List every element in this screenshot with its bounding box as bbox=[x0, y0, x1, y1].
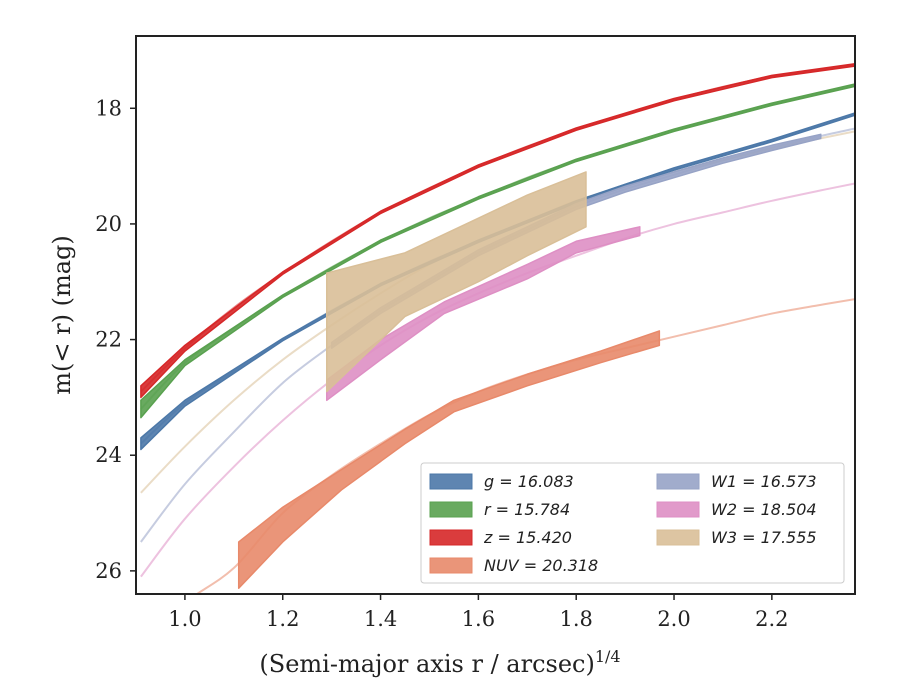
legend-swatch-w2 bbox=[656, 501, 700, 518]
legend-swatch-w1 bbox=[656, 473, 700, 490]
legend-swatch-r bbox=[429, 501, 473, 518]
legend-swatch-g bbox=[429, 473, 473, 490]
x-tick-label: 1.0 bbox=[168, 607, 201, 631]
legend-label-w3: W3 = 17.555 bbox=[711, 528, 817, 547]
y-tick-label: 20 bbox=[95, 212, 122, 236]
x-tick-label: 1.8 bbox=[560, 607, 593, 631]
y-axis-label: m(< r) (mag) bbox=[48, 235, 76, 394]
legend-swatch-w3 bbox=[656, 529, 700, 546]
legend-label-z: z = 15.420 bbox=[483, 528, 572, 547]
y-tick-label: 24 bbox=[95, 443, 122, 467]
x-axis-label: (Semi-major axis r / arcsec)1/4 bbox=[259, 647, 620, 678]
x-tick-label: 1.4 bbox=[364, 607, 397, 631]
series-band-w2 bbox=[326, 226, 641, 402]
legend-frame bbox=[420, 462, 845, 584]
x-tick-label: 2.0 bbox=[657, 607, 690, 631]
legend-label-g: g = 16.083 bbox=[484, 472, 574, 491]
legend-label-w1: W1 = 16.573 bbox=[711, 472, 817, 491]
series-band-nuv bbox=[237, 330, 661, 589]
plot-frame bbox=[135, 35, 856, 595]
series-band-w3 bbox=[326, 171, 587, 393]
legend-swatch-nuv bbox=[429, 557, 473, 574]
legend-label-nuv: NUV = 20.318 bbox=[484, 556, 598, 575]
x-tick-label: 1.6 bbox=[462, 607, 495, 631]
x-axis-label-sup: 1/4 bbox=[595, 647, 621, 666]
y-tick-label: 22 bbox=[95, 328, 122, 352]
legend-swatch-z bbox=[429, 529, 473, 546]
legend-label-w2: W2 = 18.504 bbox=[711, 500, 817, 519]
y-tick-label: 26 bbox=[95, 559, 122, 583]
legend-label-r: r = 15.784 bbox=[484, 500, 570, 519]
y-tick-label: 18 bbox=[95, 96, 122, 120]
x-tick-label: 2.2 bbox=[755, 607, 788, 631]
series-band-z bbox=[140, 63, 855, 399]
x-tick-label: 1.2 bbox=[266, 607, 299, 631]
series-band-r bbox=[140, 83, 855, 419]
legend: g = 16.083 r = 15.784 z = 15.420 NUV = 20.3… bbox=[420, 462, 845, 584]
x-axis-label-main: (Semi-major axis r / arcsec) bbox=[259, 650, 594, 678]
